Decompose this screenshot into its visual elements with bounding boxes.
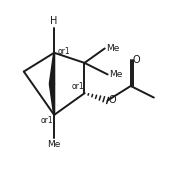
Polygon shape bbox=[49, 84, 55, 115]
Text: or1: or1 bbox=[58, 47, 70, 56]
Text: Me: Me bbox=[106, 44, 120, 53]
Polygon shape bbox=[49, 53, 55, 84]
Text: or1: or1 bbox=[71, 82, 84, 91]
Text: H: H bbox=[50, 17, 58, 26]
Text: O: O bbox=[132, 55, 140, 65]
Text: Me: Me bbox=[109, 70, 122, 79]
Text: or1: or1 bbox=[41, 116, 54, 125]
Text: O: O bbox=[109, 95, 116, 105]
Text: Me: Me bbox=[48, 140, 61, 149]
